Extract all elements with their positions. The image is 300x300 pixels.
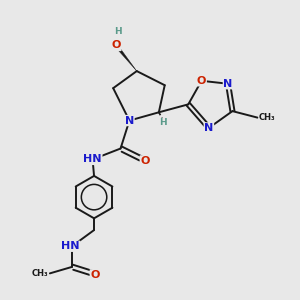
Text: HN: HN (61, 241, 80, 251)
Text: O: O (197, 76, 206, 86)
Text: H: H (114, 27, 122, 36)
Text: O: O (140, 156, 150, 166)
Text: CH₃: CH₃ (259, 113, 276, 122)
Text: N: N (125, 116, 134, 126)
Text: O: O (90, 270, 100, 280)
Text: N: N (204, 123, 214, 133)
Polygon shape (115, 44, 137, 71)
Text: H: H (159, 118, 167, 127)
Text: CH₃: CH₃ (32, 269, 48, 278)
Text: N: N (224, 79, 233, 89)
Text: HN: HN (83, 154, 102, 164)
Text: O: O (112, 40, 121, 50)
